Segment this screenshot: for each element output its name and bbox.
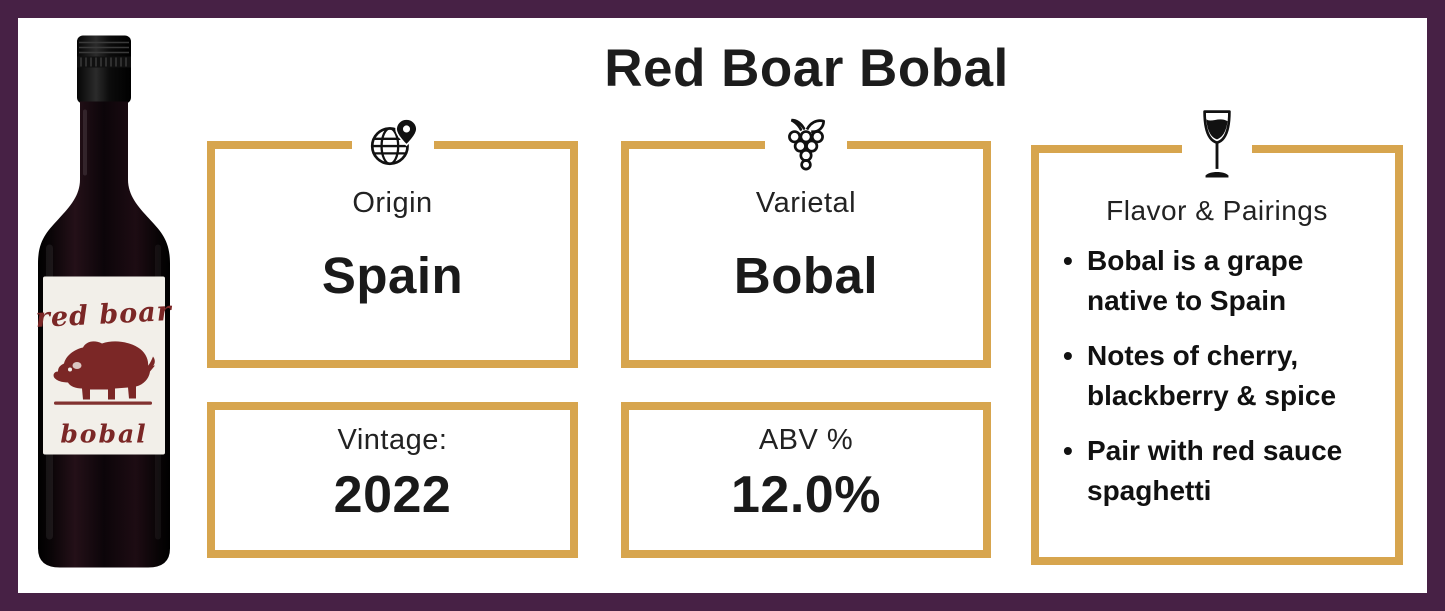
vintage-label: Vintage: [337, 424, 448, 456]
origin-label: Origin [352, 187, 433, 219]
origin-card: Origin Spain [207, 113, 578, 368]
boar-illustration [53, 341, 155, 405]
bottle-label-title: red boar [35, 296, 173, 334]
origin-value: Spain [321, 247, 464, 304]
flavor-icon-chip [1182, 105, 1252, 187]
globe-location-icon [370, 118, 418, 166]
varietal-label: Varietal [755, 187, 857, 219]
flavor-bullet-list: Bobal is a grape native to Spain Notes o… [1039, 241, 1395, 526]
varietal-card: Varietal Bobal [621, 113, 991, 368]
page-title: Red Boar Bobal [604, 39, 1009, 98]
flavor-pairings-card: Flavor & Pairings Bobal is a grape nativ… [1031, 105, 1403, 565]
wine-bottle-photo: red boar bobal [35, 35, 173, 568]
varietal-icon-chip [765, 113, 847, 175]
flavor-bullet: Pair with red sauce spaghetti [1061, 431, 1377, 511]
bottle-label-varietal: bobal [60, 420, 147, 449]
vintage-card: Vintage: 2022 [207, 402, 578, 558]
grapes-icon [788, 118, 825, 171]
varietal-value: Bobal [733, 247, 879, 304]
abv-card: ABV % 12.0% [621, 402, 991, 558]
abv-label: ABV % [758, 424, 854, 456]
flavor-bullet: Notes of cherry, blackberry & spice [1061, 336, 1377, 416]
neck-highlight [83, 109, 87, 176]
abv-value: 12.0% [731, 466, 881, 524]
origin-icon-chip [351, 113, 434, 175]
wine-glass-icon [1203, 110, 1231, 178]
flavor-pairings-label: Flavor & Pairings [1106, 195, 1328, 226]
bottle-cap [77, 35, 131, 104]
bottle-label: red boar bobal [35, 276, 173, 455]
flavor-bullet: Bobal is a grape native to Spain [1061, 241, 1377, 321]
vintage-value: 2022 [333, 466, 452, 524]
